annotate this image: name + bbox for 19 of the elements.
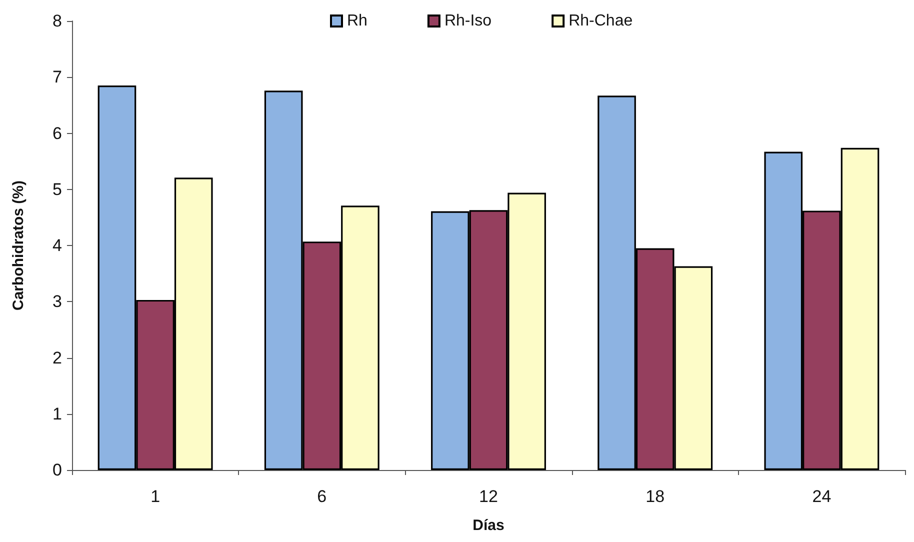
- x-tick-label: 18: [646, 487, 665, 506]
- y-tick-label: 1: [52, 404, 62, 424]
- y-tick-label: 6: [52, 124, 62, 143]
- y-tick-label: 5: [52, 180, 62, 199]
- legend-label: Rh-Iso: [444, 12, 492, 30]
- y-tick-label: 0: [52, 460, 62, 480]
- legend-label: Rh-Chae: [568, 12, 633, 30]
- x-tick-label: 1: [150, 487, 160, 506]
- x-tick-label: 12: [479, 487, 498, 506]
- x-tick-label: 6: [317, 487, 327, 506]
- y-tick-label: 4: [52, 236, 62, 255]
- y-tick-label: 7: [52, 68, 62, 87]
- x-tick-label: 24: [812, 487, 832, 506]
- x-axis-title: Días: [472, 517, 504, 534]
- legend-label: Rh: [347, 12, 368, 30]
- y-tick-label: 3: [52, 292, 62, 312]
- y-tick-label: 2: [52, 348, 62, 368]
- y-tick-label: 8: [52, 12, 62, 30]
- y-axis-title: Carbohidratos (%): [10, 180, 27, 311]
